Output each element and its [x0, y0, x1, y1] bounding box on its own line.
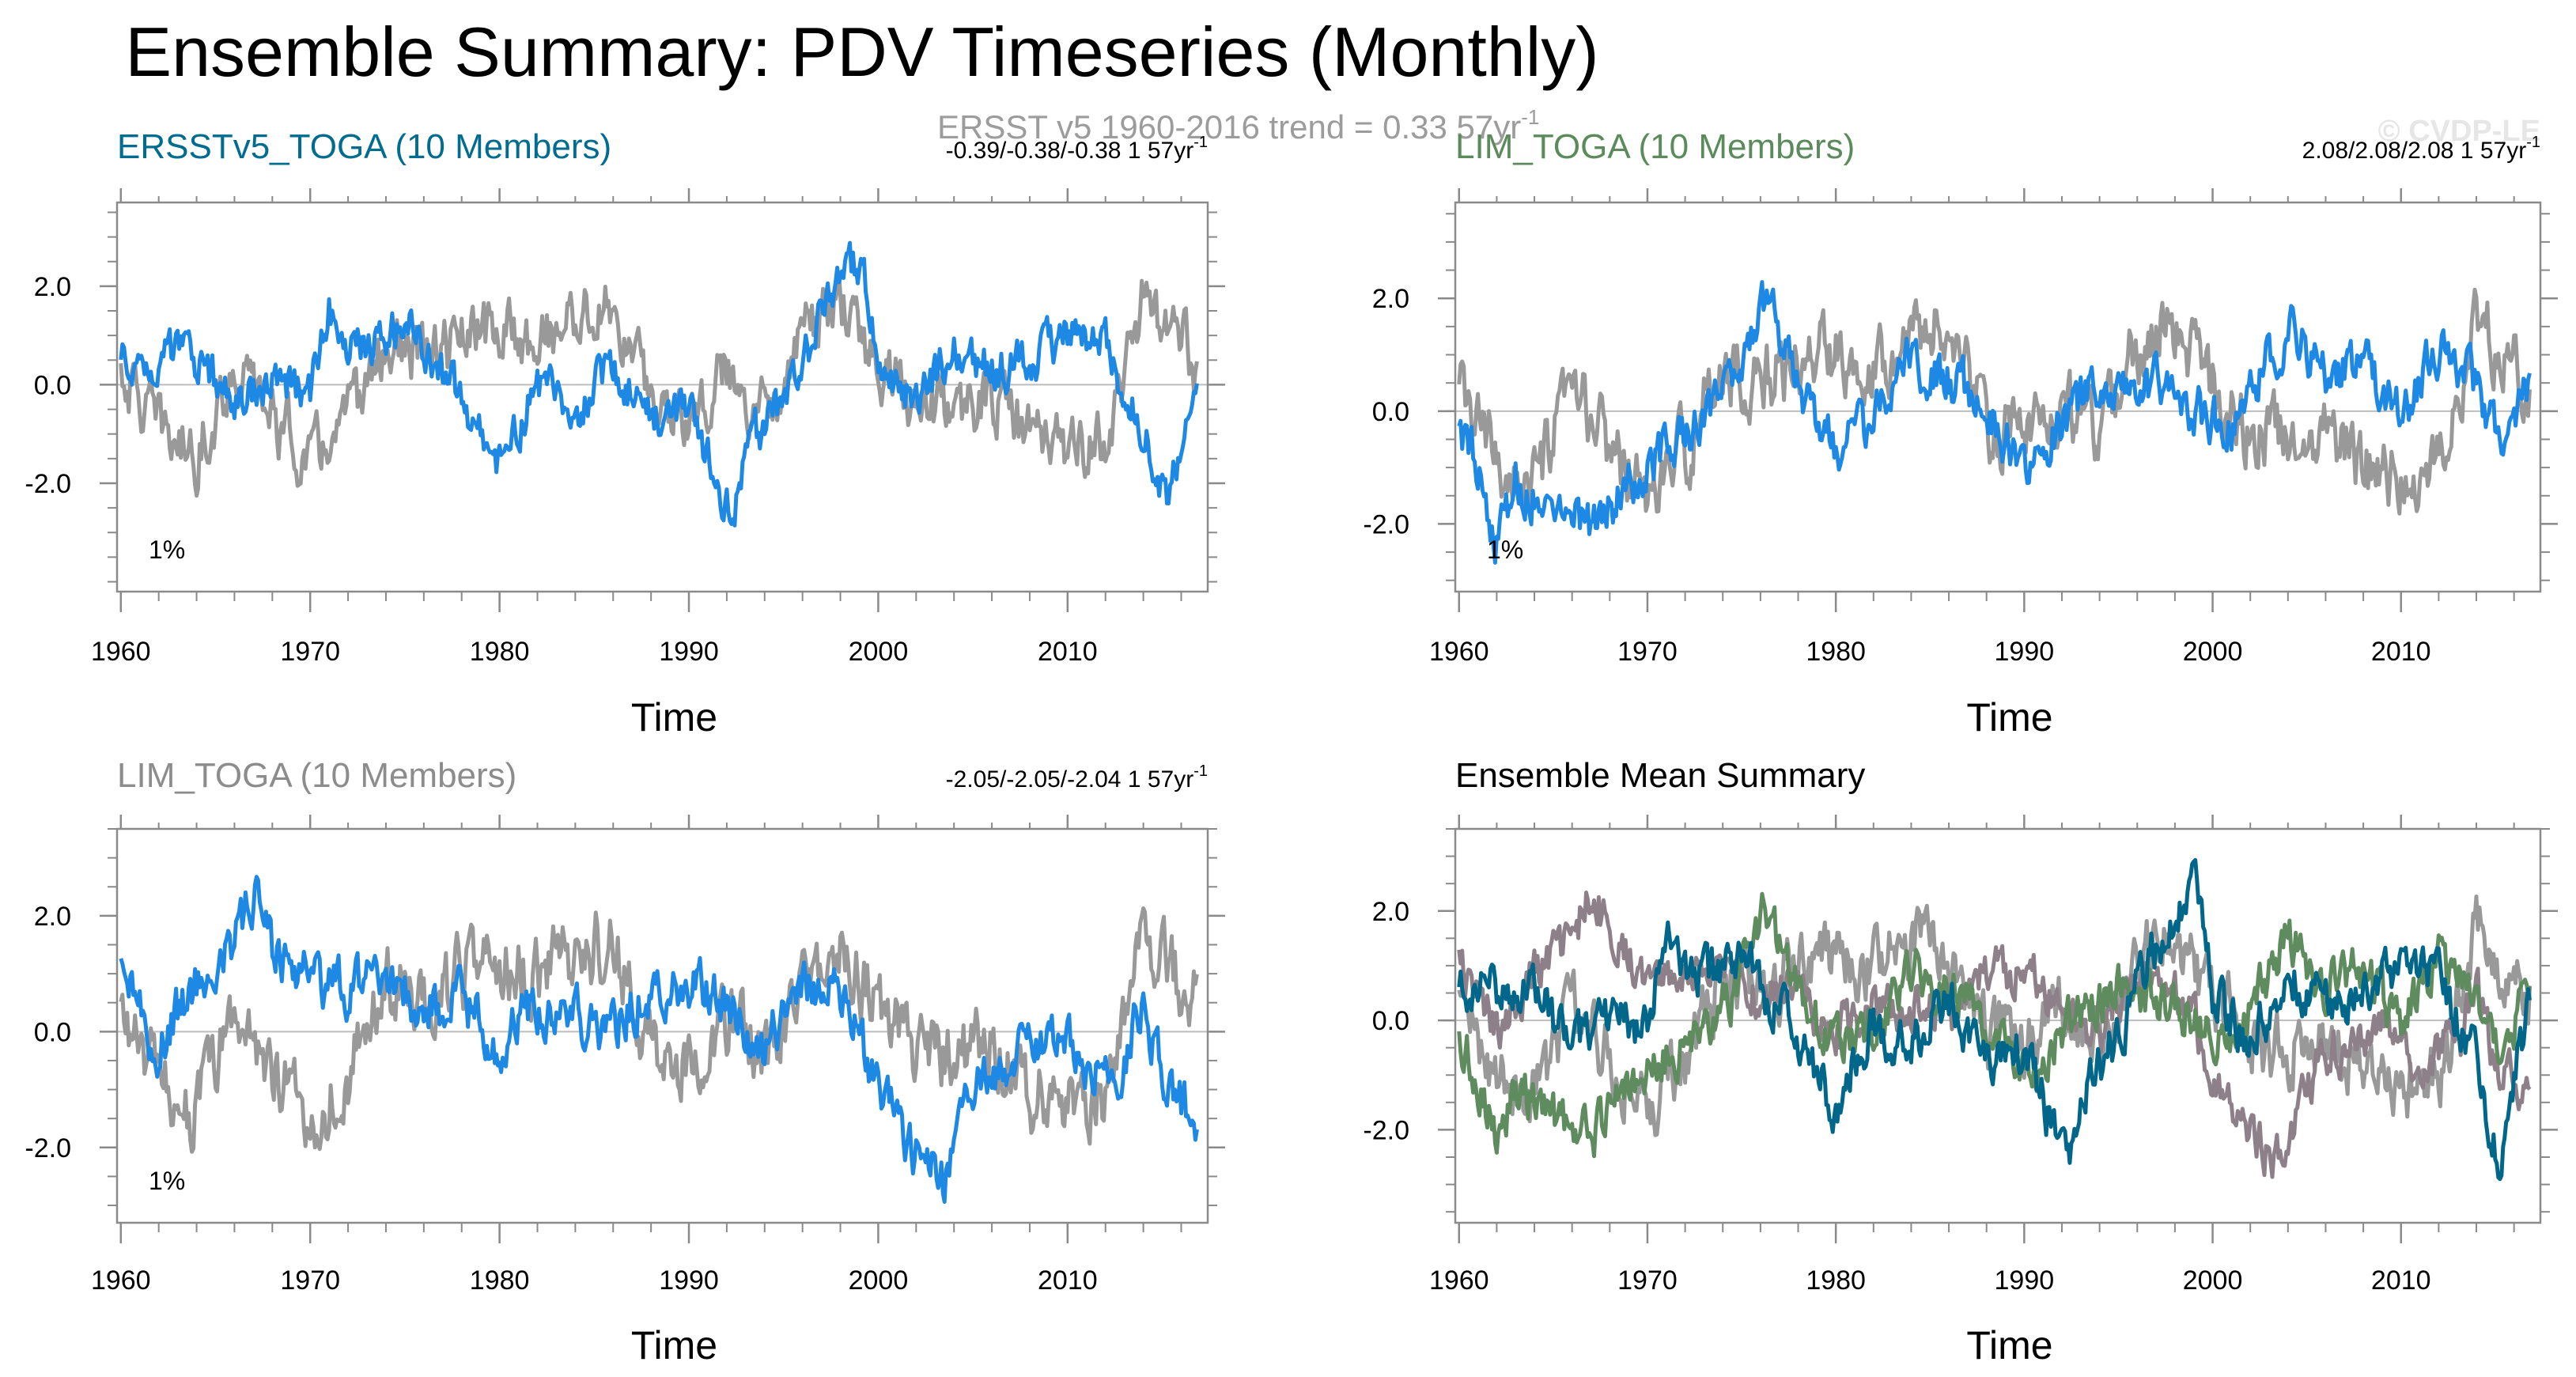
x-tick-label: 1960	[1429, 1265, 1489, 1296]
series-line	[1457, 891, 2532, 1159]
panel-title: ERSSTv5_TOGA (10 Members)	[117, 127, 611, 166]
panel-trend-sup: -1	[1193, 762, 1208, 780]
panel-trend-label: -0.39/-0.38/-0.38 1 57yr-1	[946, 134, 1208, 164]
panel-trend-label: -2.05/-2.05/-2.04 1 57yr-1	[946, 762, 1208, 793]
panel-trend-text: -0.39/-0.38/-0.38 1 57yr	[946, 138, 1194, 164]
panel-top-left: ERSSTv5_TOGA (10 Members) -0.39/-0.38/-0.…	[25, 127, 1225, 740]
series-line	[119, 240, 1199, 528]
series-line	[1457, 857, 2532, 1182]
x-tick-label: 2010	[2371, 637, 2431, 667]
plot-frame	[1454, 201, 2542, 593]
percent-label: 1%	[149, 535, 185, 564]
panel-trend-text: -2.05/-2.05/-2.04 1 57yr	[946, 766, 1194, 793]
x-tick-label: 1990	[659, 1265, 719, 1296]
x-tick-label: 1960	[91, 637, 151, 667]
panel-title: LIM_TOGA (10 Members)	[117, 756, 516, 795]
y-tick-label: 0.0	[34, 1017, 71, 1047]
x-tick-label: 1990	[1995, 1265, 2055, 1296]
y-tick-label: 2.0	[34, 272, 71, 302]
x-tick-label: 1960	[1429, 637, 1489, 667]
panel-title: LIM_TOGA (10 Members)	[1455, 127, 1855, 166]
x-tick-label: 1980	[1806, 637, 1866, 667]
x-tick-label: 2000	[2183, 637, 2243, 667]
x-axis-label: Time	[631, 1323, 717, 1368]
plot-frame	[1454, 827, 2542, 1224]
y-tick-label: 2.0	[1372, 897, 1409, 927]
panel-trend-label: 2.08/2.08/2.08 1 57yr-1	[2302, 134, 2540, 164]
y-tick-label: 2.0	[34, 902, 71, 932]
percent-label: 1%	[149, 1167, 185, 1195]
obs-trend-sup: -1	[1521, 105, 1539, 129]
series-line	[1457, 891, 2532, 1179]
x-tick-label: 2000	[849, 1265, 909, 1296]
x-tick-label: 1970	[280, 637, 340, 667]
y-tick-label: -2.0	[1363, 1115, 1409, 1145]
x-tick-label: 2000	[849, 637, 909, 667]
x-tick-label: 1970	[280, 1265, 340, 1296]
panel-trend-text: 2.08/2.08/2.08 1 57yr	[2302, 138, 2527, 164]
y-tick-label: 0.0	[1372, 1006, 1409, 1036]
percent-label: 1%	[1487, 535, 1523, 564]
x-tick-label: 1970	[1617, 637, 1678, 667]
x-tick-label: 2010	[2371, 1265, 2431, 1296]
obs-trend-label: ERSST v5 1960-2016 trend = 0.33 57yr-1	[937, 105, 1539, 146]
x-tick-label: 2000	[2183, 1265, 2243, 1296]
x-axis-label: Time	[631, 695, 717, 740]
panel-trend-sup: -1	[1193, 134, 1208, 151]
x-tick-label: 2010	[1038, 1265, 1098, 1296]
x-tick-label: 1970	[1617, 1265, 1678, 1296]
obs-trend-text: ERSST v5 1960-2016 trend = 0.33 57yr	[937, 108, 1521, 146]
figure-title: Ensemble Summary: PDV Timeseries (Monthl…	[125, 13, 1598, 91]
x-tick-label: 1980	[1806, 1265, 1866, 1296]
panel-trend-sup: -1	[2526, 134, 2540, 151]
x-axis-label: Time	[1966, 1323, 2052, 1368]
panel-top-right: LIM_TOGA (10 Members) 2.08/2.08/2.08 1 57…	[1363, 127, 2558, 740]
x-tick-label: 1960	[91, 1265, 151, 1296]
series-line	[1457, 280, 2532, 565]
y-tick-label: 0.0	[34, 370, 71, 400]
plot-frame	[115, 827, 1209, 1224]
panel-title: Ensemble Mean Summary	[1455, 756, 1865, 795]
x-tick-label: 1980	[470, 1265, 530, 1296]
plot-frame	[115, 201, 1209, 593]
x-tick-label: 1990	[1995, 637, 2055, 667]
x-tick-label: 1990	[659, 637, 719, 667]
series-line	[119, 875, 1199, 1204]
y-tick-label: -2.0	[25, 469, 71, 499]
panel-bottom-right: Ensemble Mean Summary 1960 1970 1980 1990 200…	[1363, 756, 2558, 1368]
x-tick-label: 1980	[470, 637, 530, 667]
y-tick-label: -2.0	[1363, 509, 1409, 539]
panel-bottom-left: LIM_TOGA (10 Members) -2.05/-2.05/-2.04 1…	[25, 756, 1225, 1368]
x-axis-label: Time	[1966, 695, 2052, 740]
y-tick-label: 0.0	[1372, 397, 1409, 427]
copyright-label: © CVDP-LE	[2378, 115, 2540, 148]
y-tick-label: -2.0	[25, 1133, 71, 1163]
y-tick-label: 2.0	[1372, 284, 1409, 314]
x-tick-label: 2010	[1038, 637, 1098, 667]
